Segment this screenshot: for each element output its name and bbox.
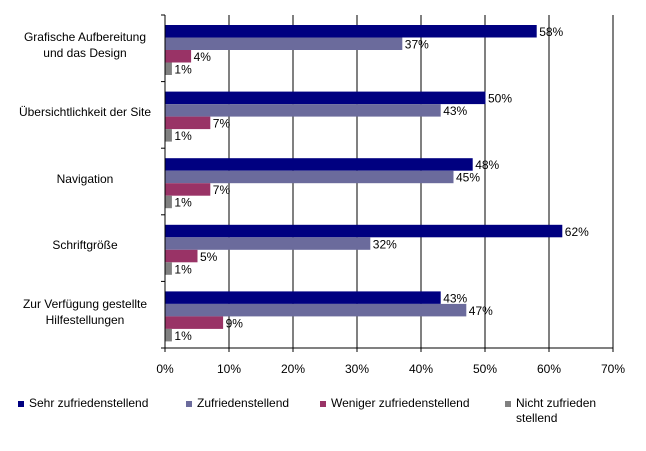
data-label: 62% xyxy=(565,225,589,239)
bar xyxy=(165,62,172,75)
data-label: 1% xyxy=(174,63,192,77)
data-labels: 58%37%4%1%50%43%7%1%48%45%7%1%62%32%5%1%… xyxy=(174,25,589,343)
bar xyxy=(165,249,198,263)
data-label: 43% xyxy=(443,291,467,305)
bar xyxy=(165,50,192,63)
data-label: 45% xyxy=(456,171,480,185)
bar xyxy=(165,116,211,130)
bar xyxy=(165,291,441,304)
x-tick-label: 40% xyxy=(409,362,433,376)
bars xyxy=(165,25,563,342)
bar xyxy=(165,170,454,184)
data-label: 1% xyxy=(174,262,192,276)
legend-swatch xyxy=(320,401,326,407)
legend-label: Weniger zufriedenstellend xyxy=(331,396,470,410)
x-tick-labels: 0% 10% 20% 30% 40% 50% 60% 70% xyxy=(156,362,625,376)
data-label: 7% xyxy=(213,117,231,131)
data-label: 50% xyxy=(488,92,512,106)
legend-item: Sehr zufriedenstellend xyxy=(18,396,148,411)
data-label: 47% xyxy=(469,304,493,318)
category-label: Übersichtlichkeit der Site xyxy=(18,104,152,119)
category-label: Navigation xyxy=(56,171,114,186)
data-label: 1% xyxy=(174,196,192,210)
data-label: 7% xyxy=(213,183,231,197)
bar xyxy=(165,129,172,142)
x-tick-label: 0% xyxy=(156,362,174,376)
x-tick-label: 30% xyxy=(345,362,369,376)
data-label: 37% xyxy=(405,38,429,52)
bar xyxy=(165,262,172,275)
bar xyxy=(165,237,371,250)
bar xyxy=(165,25,537,38)
axes xyxy=(161,14,614,352)
legend-label: Sehr zufriedenstellend xyxy=(29,396,149,410)
bar xyxy=(165,195,172,209)
legend: Sehr zufriedenstellend Zufriedenstellend W… xyxy=(0,396,646,436)
data-label: 1% xyxy=(174,329,192,343)
bar xyxy=(165,104,441,117)
legend-label: Nicht zufrieden stellend xyxy=(516,396,597,425)
bar xyxy=(165,158,473,171)
data-label: 9% xyxy=(226,316,244,330)
x-tick-label: 20% xyxy=(281,362,305,376)
x-tick-label: 50% xyxy=(473,362,497,376)
category-label: Zur Verfügung gestellte Hilfestellungen xyxy=(22,296,148,327)
legend-label: Zufriedenstellend xyxy=(197,396,290,410)
category-label: Schriftgröße xyxy=(52,238,118,253)
data-label: 5% xyxy=(200,250,218,264)
legend-swatch xyxy=(18,401,24,407)
x-tick-label: 70% xyxy=(601,362,625,376)
x-tick-label: 10% xyxy=(217,362,241,376)
legend-swatch xyxy=(505,401,511,407)
x-tick-label: 60% xyxy=(537,362,561,376)
legend-swatch xyxy=(186,401,192,407)
data-label: 43% xyxy=(443,104,467,118)
legend-item: Zufriedenstellend xyxy=(186,396,289,411)
category-label: Grafische Aufbereitung und das Design xyxy=(23,30,147,61)
legend-item: Nicht zufrieden stellend xyxy=(505,396,596,426)
bar xyxy=(165,91,486,105)
bar xyxy=(165,328,172,342)
data-label: 48% xyxy=(475,158,499,172)
bar xyxy=(165,224,563,238)
bar xyxy=(165,183,211,196)
data-label: 58% xyxy=(539,25,563,39)
legend-item: Weniger zufriedenstellend xyxy=(320,396,470,411)
bar xyxy=(165,316,224,329)
data-label: 32% xyxy=(373,237,397,251)
bar xyxy=(165,37,403,50)
data-label: 1% xyxy=(174,129,192,143)
data-label: 4% xyxy=(194,50,212,64)
bar xyxy=(165,303,467,317)
